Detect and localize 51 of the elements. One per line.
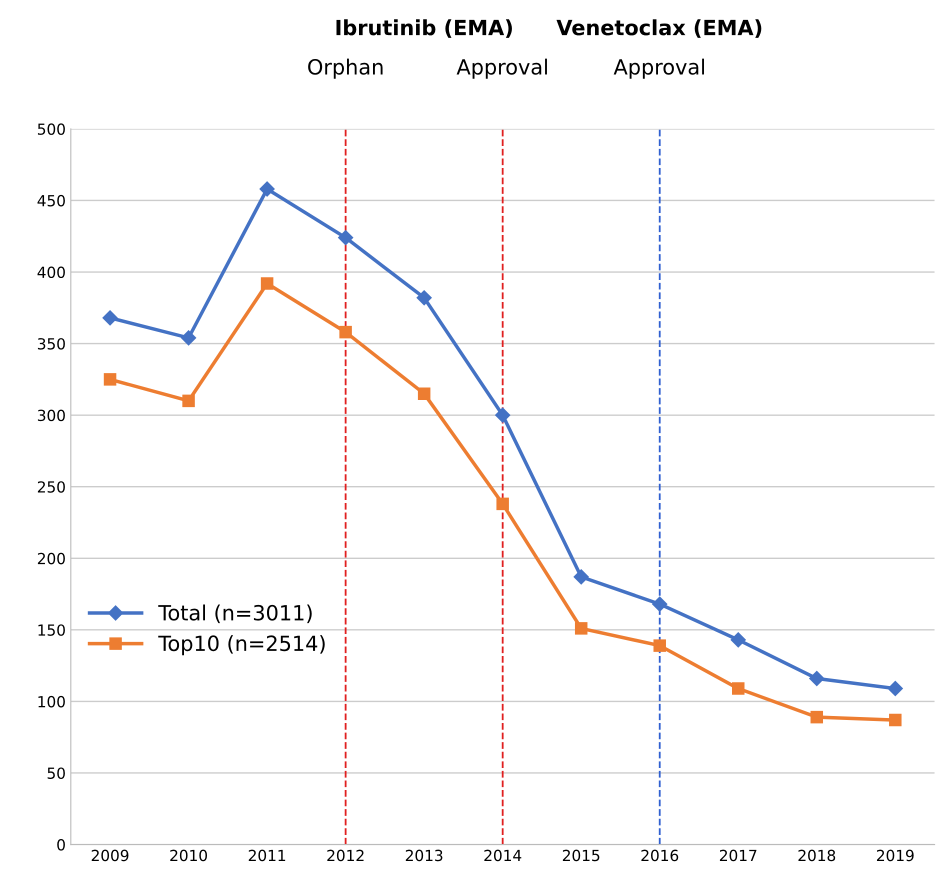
ref-line-label: Orphan	[308, 58, 383, 79]
point	[888, 680, 903, 696]
y-tick-label: 50	[48, 767, 65, 780]
x-tick-label: 2014	[484, 850, 522, 862]
point	[495, 408, 510, 423]
point	[416, 290, 432, 306]
point	[102, 310, 118, 326]
y-tick-label: 150	[38, 624, 65, 636]
point	[260, 277, 274, 290]
point	[810, 710, 824, 724]
x-tick-label: 2010	[170, 850, 208, 862]
point	[104, 373, 116, 386]
point	[181, 330, 196, 346]
x-tick-label: 2017	[720, 850, 756, 862]
legend-label: Total (n=3011)	[158, 604, 312, 624]
point	[732, 682, 744, 695]
point	[730, 632, 746, 648]
y-tick-label: 400	[38, 266, 65, 278]
point	[574, 569, 589, 584]
point	[889, 714, 902, 726]
x-tick-label: 2016	[641, 850, 678, 862]
point	[496, 498, 509, 510]
ref-line-label: Approval	[614, 58, 704, 79]
point	[338, 230, 354, 246]
point	[339, 326, 352, 338]
ref-line-label: Approval	[456, 58, 547, 79]
x-tick-label: 2012	[327, 850, 364, 862]
point	[418, 387, 430, 400]
text: Venetoclax (EMA)	[556, 19, 762, 38]
y-tick-label: 0	[57, 839, 65, 851]
x-tick-label: 2011	[248, 850, 286, 862]
y-tick-label: 350	[38, 338, 65, 350]
point	[652, 596, 668, 612]
y-tick-label: 200	[38, 552, 65, 564]
x-tick-label: 2019	[876, 850, 914, 862]
legend-label: Top10 (n=2514)	[158, 635, 325, 656]
y-tick-label: 100	[38, 696, 65, 708]
y-tick-label: 500	[38, 123, 65, 135]
point	[809, 670, 824, 686]
x-tick-label: 2009	[92, 850, 128, 862]
y-tick-label: 250	[38, 481, 65, 493]
point	[574, 622, 588, 635]
x-tick-label: 2018	[798, 850, 836, 862]
x-tick-label: 2015	[562, 850, 600, 862]
point	[653, 639, 666, 652]
text: Ibrutinib (EMA)	[336, 19, 512, 38]
x-tick-label: 2013	[406, 850, 442, 862]
point	[182, 394, 195, 408]
y-tick-label: 300	[38, 410, 65, 422]
point	[260, 181, 275, 197]
y-tick-label: 450	[38, 194, 65, 206]
